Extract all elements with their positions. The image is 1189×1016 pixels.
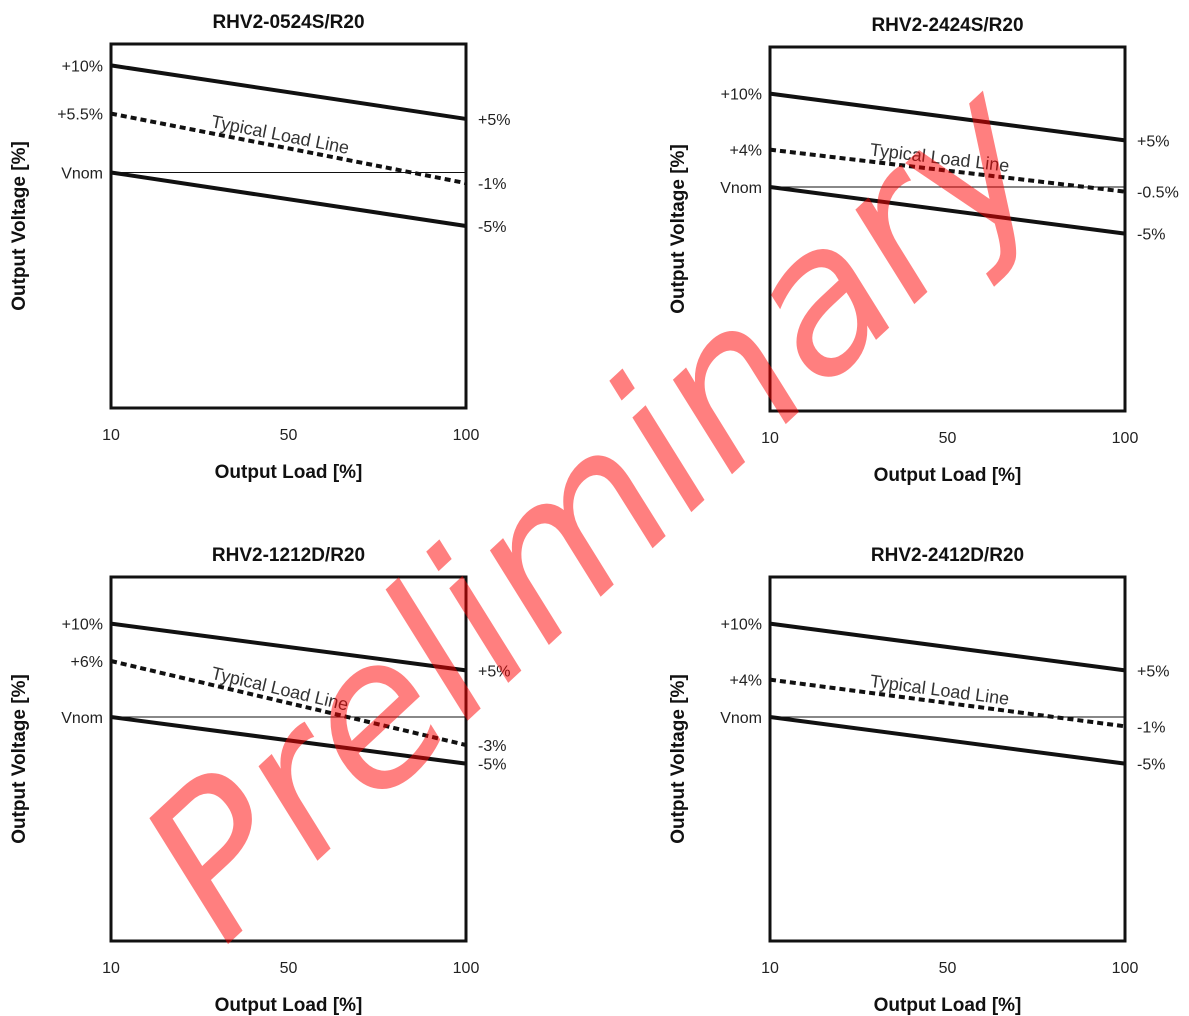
x-tick-label: 50 bbox=[280, 960, 298, 977]
plot-frame bbox=[109, 42, 468, 410]
y-axis-title: Output Voltage [%] bbox=[9, 141, 30, 311]
right-level-label: -5% bbox=[1137, 227, 1165, 244]
chart-panel-1: RHV2-0524S/R20 +10% +5.5% Vnom +5% -1% -5% Typi… bbox=[9, 12, 510, 483]
x-tick-label: 10 bbox=[761, 960, 779, 977]
left-level-label: +10% bbox=[721, 617, 762, 634]
x-axis-title: Output Load [%] bbox=[215, 462, 363, 483]
chart-panel-4: RHV2-2412D/R20+10%+4%Vnom+5%-1%-5%Typica… bbox=[668, 545, 1169, 1016]
plot-frame bbox=[768, 45, 1127, 413]
right-level-label: -3% bbox=[478, 738, 506, 755]
lower-limit-line bbox=[110, 715, 467, 766]
lower-limit-line bbox=[769, 715, 1126, 766]
lower-limit-line bbox=[769, 185, 1126, 236]
y-axis-title: Output Voltage [%] bbox=[668, 144, 689, 314]
upper-limit-line bbox=[110, 621, 467, 673]
x-axis-title: Output Load [%] bbox=[215, 995, 363, 1016]
x-tick-label: 50 bbox=[939, 960, 957, 977]
left-level-label: +10% bbox=[62, 617, 103, 634]
left-level-label: Vnom bbox=[61, 165, 103, 182]
upper-limit-line bbox=[110, 63, 467, 121]
chart-title: RHV2-0524S/R20 bbox=[212, 12, 364, 33]
left-level-label: Vnom bbox=[61, 710, 103, 727]
preliminary-watermark: Preliminary bbox=[98, 35, 1091, 983]
right-level-label: -5% bbox=[478, 219, 506, 236]
upper-limit-line bbox=[769, 621, 1126, 673]
x-tick-label: 50 bbox=[939, 430, 957, 447]
chart-title: RHV2-1212D/R20 bbox=[212, 545, 365, 566]
chart-panel-2: RHV2-2424S/R20+10%+4%Vnom+5%-0.5%-5%Typi… bbox=[668, 15, 1179, 486]
left-level-label: +4% bbox=[730, 673, 762, 690]
right-level-label: +5% bbox=[478, 112, 510, 129]
right-level-label: -5% bbox=[478, 757, 506, 774]
right-level-label: +5% bbox=[478, 663, 510, 680]
x-tick-label: 100 bbox=[1112, 960, 1139, 977]
x-axis-title: Output Load [%] bbox=[874, 465, 1022, 486]
typical-load-line-label: Typical Load Line bbox=[210, 111, 351, 158]
plot-frame bbox=[768, 575, 1127, 943]
x-tick-label: 100 bbox=[453, 427, 480, 444]
right-level-label: +5% bbox=[1137, 663, 1169, 680]
x-tick-label: 100 bbox=[453, 960, 480, 977]
x-tick-label: 10 bbox=[102, 960, 120, 977]
x-tick-label: 10 bbox=[761, 430, 779, 447]
chart-title: RHV2-2424S/R20 bbox=[871, 15, 1023, 36]
right-level-label: -1% bbox=[1137, 719, 1165, 736]
right-level-label: -5% bbox=[1137, 757, 1165, 774]
left-level-label: +4% bbox=[730, 143, 762, 160]
y-axis-title: Output Voltage [%] bbox=[9, 674, 30, 844]
left-level-label: +10% bbox=[721, 87, 762, 104]
chart-title: RHV2-2412D/R20 bbox=[871, 545, 1024, 566]
x-tick-label: 100 bbox=[1112, 430, 1139, 447]
upper-limit-line bbox=[769, 91, 1126, 143]
left-level-label: +10% bbox=[62, 58, 103, 75]
x-tick-label: 10 bbox=[102, 427, 120, 444]
typical-load-line bbox=[110, 111, 467, 186]
typical-load-line bbox=[110, 659, 467, 747]
left-level-label: +5.5% bbox=[57, 107, 103, 124]
left-level-label: +6% bbox=[71, 654, 103, 671]
plot-frame bbox=[109, 575, 468, 943]
left-level-label: Vnom bbox=[720, 180, 762, 197]
x-tick-label: 50 bbox=[280, 427, 298, 444]
y-axis-title: Output Voltage [%] bbox=[668, 674, 689, 844]
right-level-label: -0.5% bbox=[1137, 185, 1179, 202]
left-level-label: Vnom bbox=[720, 710, 762, 727]
right-level-label: +5% bbox=[1137, 133, 1169, 150]
lower-limit-line bbox=[110, 170, 467, 228]
right-level-label: -1% bbox=[478, 176, 506, 193]
x-axis-title: Output Load [%] bbox=[874, 995, 1022, 1016]
